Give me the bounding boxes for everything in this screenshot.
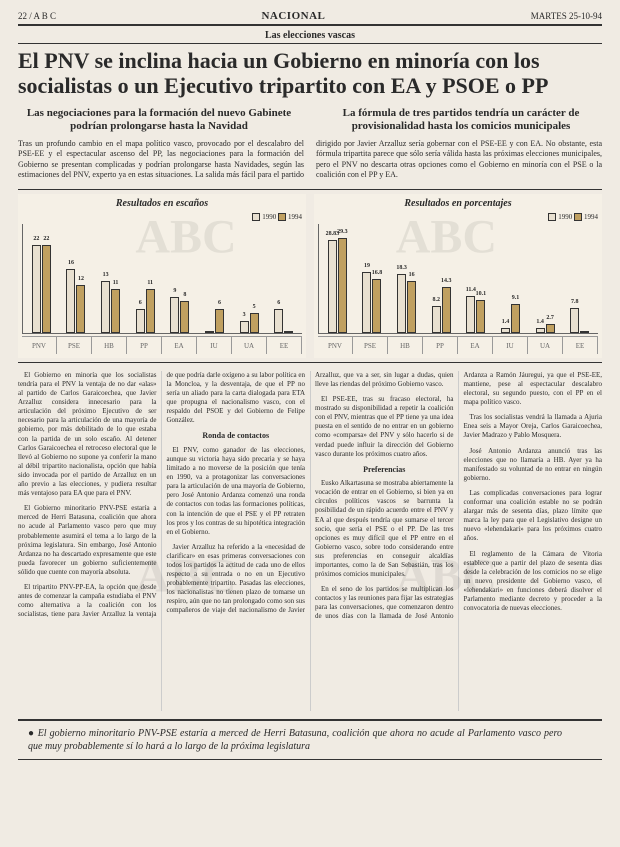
chart-porcentajes: Resultados en porcentajes 1990 1994 28.8… [314,194,602,358]
bars-escanos: 222216121311611986356 [22,224,302,334]
body-para: El PNV, como ganador de las elecciones, … [167,446,306,537]
bar-1990: 19 [362,272,371,333]
chart-escanos-legend: 1990 1994 [22,213,302,221]
bar-1994: 14.3 [442,287,451,333]
bar-group: 35 [233,313,266,333]
bar-1994: 11 [111,289,120,333]
lede-text: Tras un profundo cambio en el mapa polít… [18,139,602,181]
bar-1990: 1.4 [501,328,510,333]
bar-1994: 6 [215,309,224,333]
bar-group: 611 [129,289,162,333]
bar-1990: 16 [66,269,75,333]
bar-group: 6 [198,309,231,333]
page-number: 22 [18,11,27,21]
subhead-right: La fórmula de tres partidos tendría un c… [320,107,602,133]
party-icon: PNV [22,337,57,354]
subhead-left: Las negociaciones para la formación del … [18,107,300,133]
bar-group: 98 [164,297,197,333]
bar-1994: 22 [42,245,51,333]
bar-group: 1916.8 [356,272,389,333]
bar-1994: 12 [76,285,85,333]
bar-1994: 29.3 [338,238,347,333]
bar-1990: 3 [240,321,249,333]
bar-group: 1.42.7 [529,324,562,333]
bar-1994: 16 [407,281,416,333]
bar-1990: 22 [32,245,41,333]
paper-name: A B C [34,11,57,21]
bar-1990: 13 [101,281,110,333]
bar-1994: 11 [146,289,155,333]
bars-porcentajes: 28.8329.31916.818.3168.214.311.410.11.49… [318,224,598,334]
subheads: Las negociaciones para la formación del … [18,107,602,133]
bar-1990 [205,331,214,333]
bar-1994: 5 [250,313,259,333]
party-icon: IU [197,337,232,354]
party-icon: PP [127,337,162,354]
bar-1990: 18.3 [397,274,406,333]
bar-group: 1311 [94,281,127,333]
party-icon: HB [388,337,423,354]
bar-1994: 16.8 [372,279,381,333]
party-icon: IU [493,337,528,354]
bar-1994: 8 [180,301,189,333]
party-icon: HB [92,337,127,354]
bar-1990: 11.4 [466,296,475,333]
pullquote: El gobierno minoritario PNV-PSE estaría … [18,719,602,760]
bar-1994 [580,331,589,333]
body-para: El Gobierno minoritario PNV-PSE estaría … [18,504,157,577]
chart-escanos: Resultados en escaños 1990 1994 22221612… [18,194,306,358]
party-icon: PSE [353,337,388,354]
chart-porcentajes-title: Resultados en porcentajes [318,198,598,209]
body-para: Eusko Alkartasuna se mostraba abiertamen… [315,479,454,579]
bar-1990: 9 [170,297,179,333]
icons-porcentajes: PNVPSEHBPPEAIUUAEE [318,336,598,354]
bar-1994 [284,331,293,333]
bar-group: 7.8 [563,308,596,333]
party-icon: EA [162,337,197,354]
chart-porcentajes-legend: 1990 1994 [318,213,598,221]
chart-escanos-title: Resultados en escaños [22,198,302,209]
bar-group: 1612 [60,269,93,333]
bar-group: 28.8329.3 [321,238,354,333]
icons-escanos: PNVPSEHBPPEAIUUAEE [22,336,302,354]
page-header: 22 / A B C NACIONAL MARTES 25-10-94 [18,10,602,26]
issue-date: MARTES 25-10-94 [531,11,602,21]
party-icon: EA [458,337,493,354]
body-subhead: Ronda de contactos [167,431,306,441]
bar-1990: 28.83 [328,240,337,333]
bar-1994: 2.7 [546,324,555,333]
bar-1990: 6 [136,309,145,333]
article-body: El Gobierno en minoría que los socialist… [18,371,602,711]
bar-group: 6 [267,309,300,333]
bar-1990: 1.4 [536,328,545,333]
party-icon: EE [267,337,302,354]
body-para: Las complicadas conversaciones para logr… [464,489,603,544]
party-icon: PP [423,337,458,354]
bar-1994: 9.1 [511,304,520,333]
party-icon: EE [563,337,598,354]
body-para: El PSE-EE, tras su fracaso electoral, ha… [315,395,454,459]
body-subhead: Preferencias [315,465,454,475]
bar-1990: 7.8 [570,308,579,333]
party-icon: UA [232,337,267,354]
body-para: El Gobierno en minoría que los socialist… [18,371,157,498]
bar-1990: 6 [274,309,283,333]
bar-group: 11.410.1 [460,296,493,333]
bar-1994: 10.1 [476,300,485,333]
party-icon: PSE [57,337,92,354]
bar-group: 1.49.1 [494,304,527,333]
section-name: NACIONAL [261,10,325,22]
body-para: José Antonio Ardanza anunció tras las el… [464,447,603,483]
kicker: Las elecciones vascas [18,28,602,44]
bar-group: 18.316 [390,274,423,333]
bar-group: 2222 [25,245,58,333]
body-para: Tras los socialistas vendrá la llamada a… [464,413,603,440]
bar-group: 8.214.3 [425,287,458,333]
charts-row: Resultados en escaños 1990 1994 22221612… [18,189,602,363]
party-icon: UA [528,337,563,354]
party-icon: PNV [318,337,353,354]
headline: El PNV se inclina hacia un Gobierno en m… [18,48,602,99]
bar-1990: 8.2 [432,306,441,332]
body-para: El reglamento de la Cámara de Vitoria es… [464,550,603,614]
